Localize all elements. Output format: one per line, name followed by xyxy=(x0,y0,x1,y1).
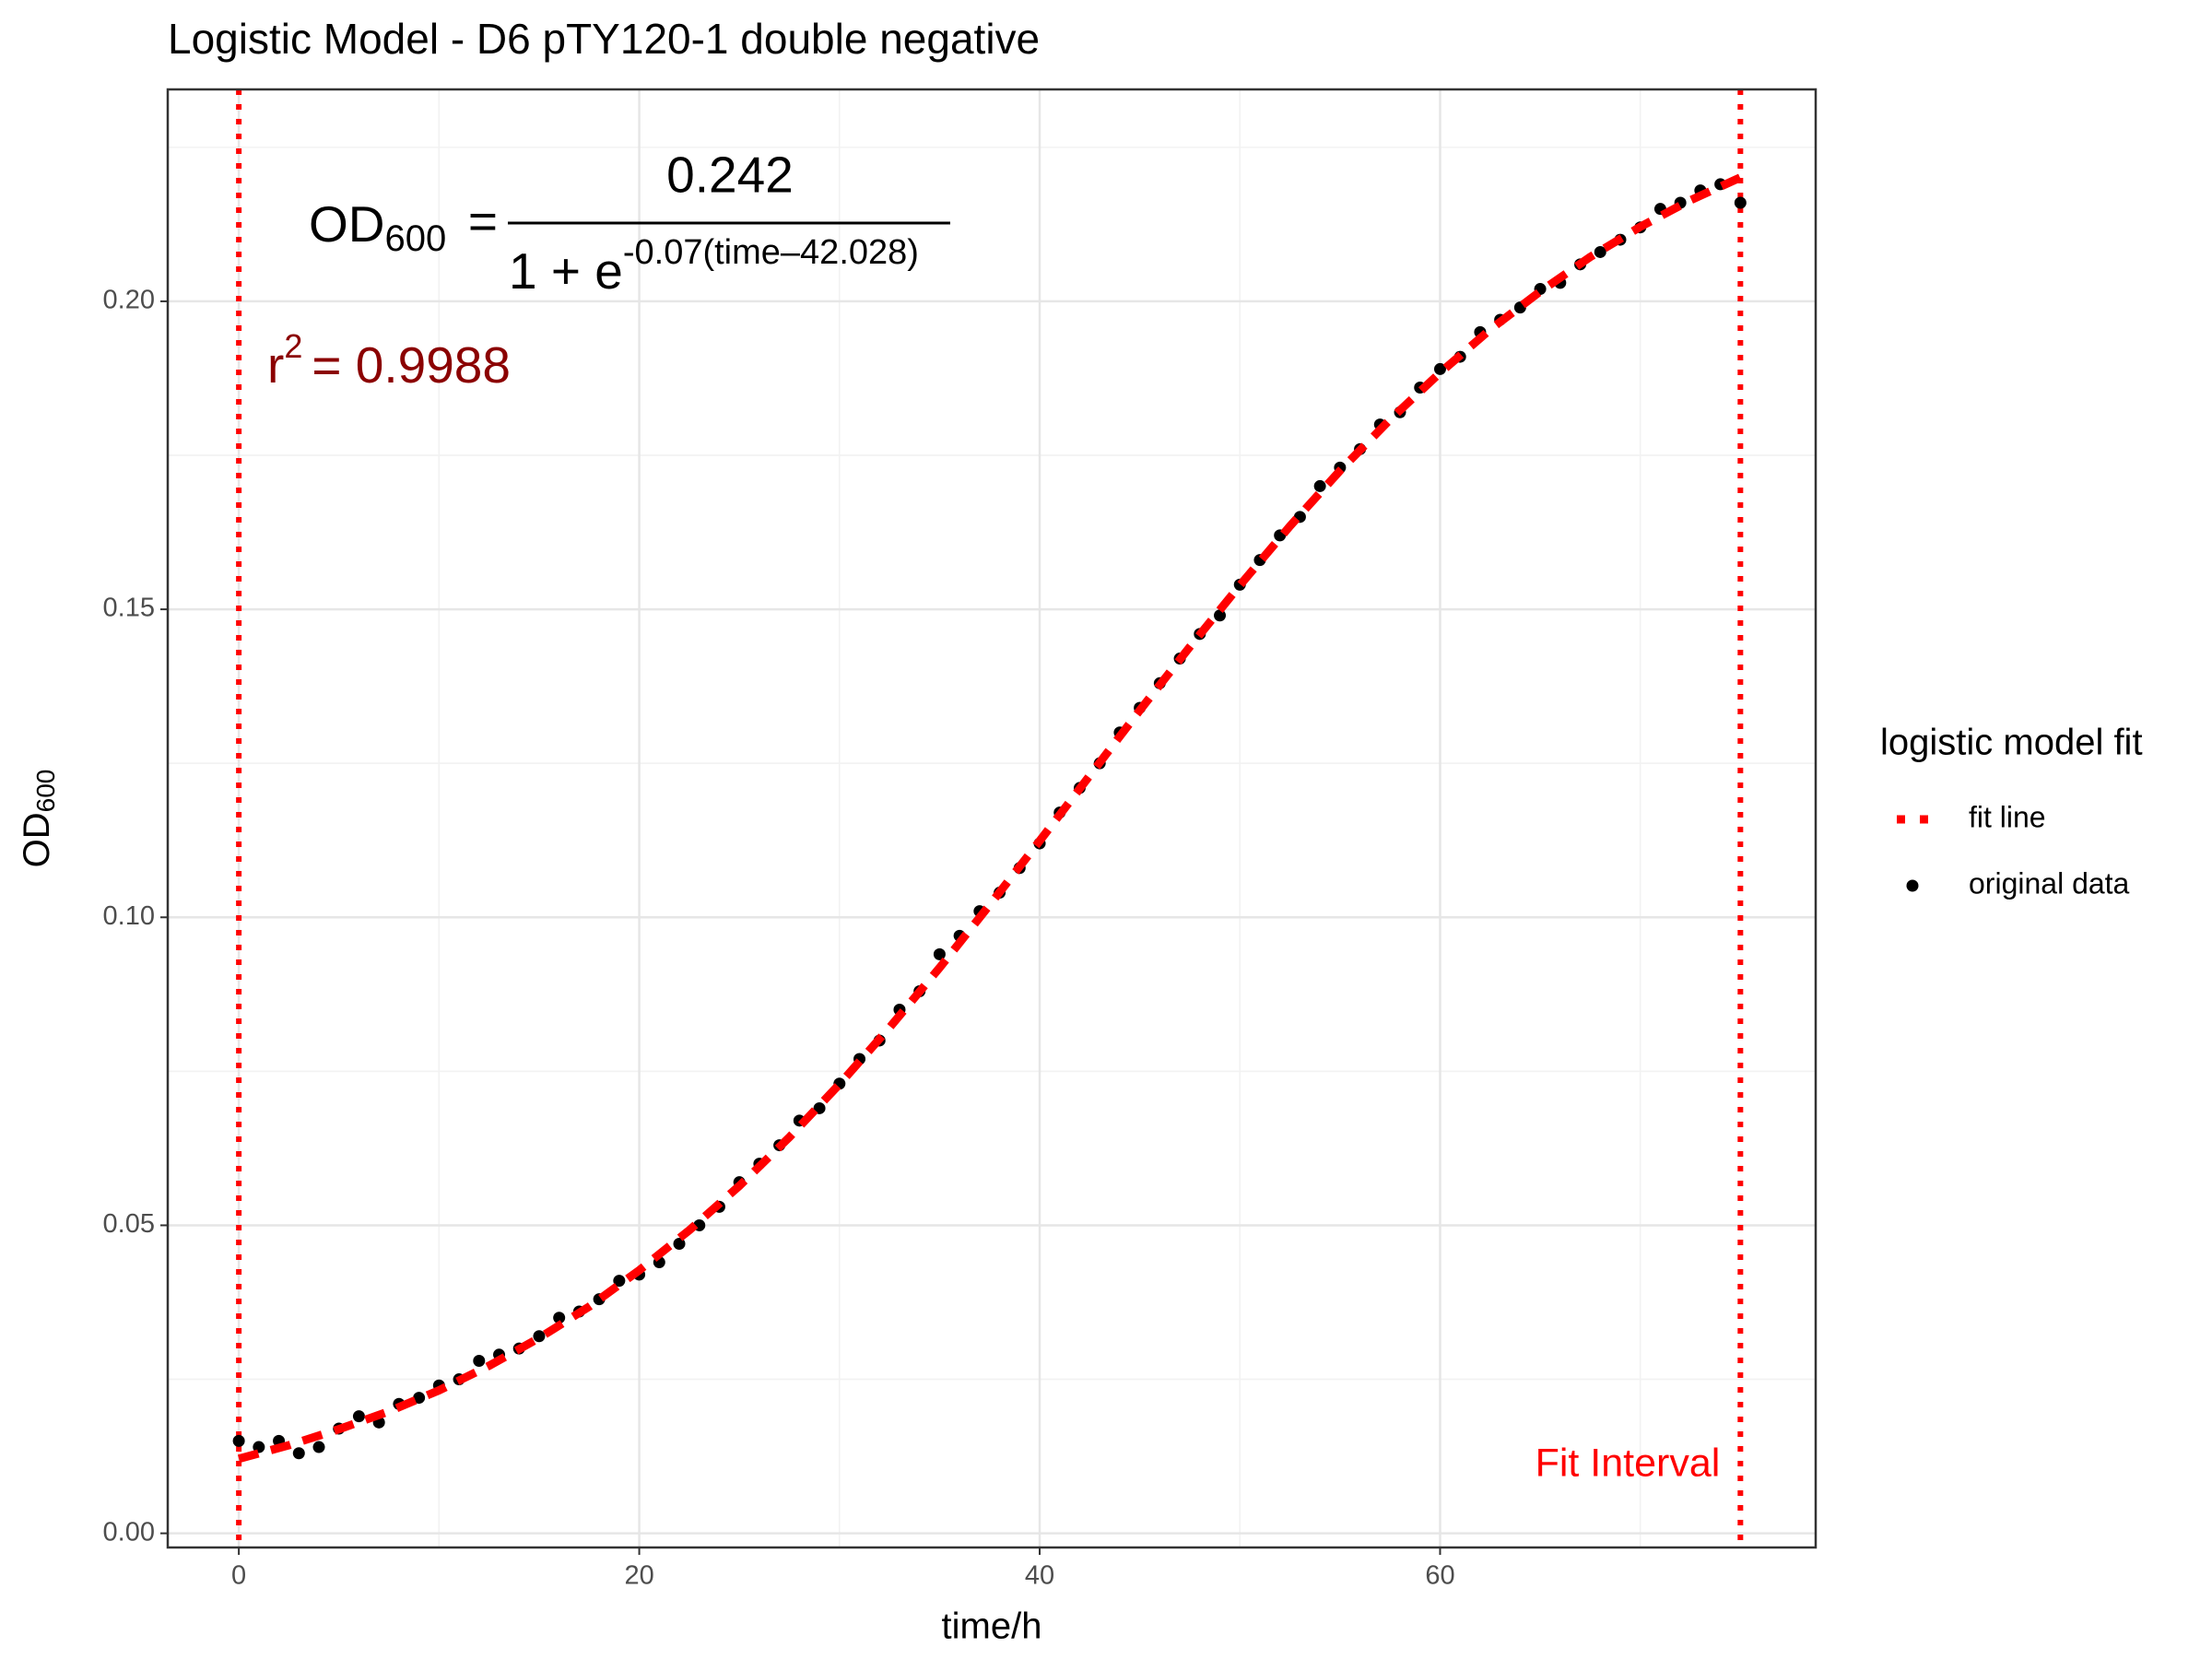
fit-interval-label: Fit Interval xyxy=(1535,1441,1721,1485)
chart-title: Logistic Model - D6 pTY120-1 double nega… xyxy=(168,15,1040,63)
y-tick-label: 0.05 xyxy=(103,1209,155,1239)
legend-label: original data xyxy=(1969,866,2130,900)
equation-denominator-base: 1 + e xyxy=(509,242,623,300)
data-point xyxy=(473,1354,486,1367)
equation-lhs-sub: 600 xyxy=(385,218,447,259)
x-tick-label: 0 xyxy=(231,1561,246,1591)
x-axis-title: time/h xyxy=(942,1606,1042,1647)
r-power: 2 xyxy=(284,327,302,365)
equation-exponent: -0.07(time–42.028) xyxy=(623,233,919,272)
data-point xyxy=(1734,196,1747,209)
y-axis-title-sub: 600 xyxy=(31,770,60,813)
y-tick-label: 0.15 xyxy=(103,594,155,623)
y-tick-label: 0.10 xyxy=(103,901,155,931)
x-tick-label: 40 xyxy=(1025,1561,1054,1591)
y-axis-title: OD600 xyxy=(17,770,61,868)
r-symbol: r xyxy=(267,336,284,394)
data-point xyxy=(813,1101,826,1114)
equation: OD600 = 0.242 1 + e-0.07(time–42.028) xyxy=(309,147,950,300)
y-axis-title-main: OD xyxy=(17,812,57,867)
plot-area: Fit Interval xyxy=(168,89,1816,1547)
data-point xyxy=(933,947,946,960)
data-point xyxy=(292,1447,305,1460)
legend: logistic model fit fit line original data xyxy=(1880,723,2143,900)
data-point xyxy=(553,1312,566,1324)
y-tick-label: 0.20 xyxy=(103,286,155,315)
legend-label: fit line xyxy=(1969,800,2046,833)
equation-lhs: OD600 xyxy=(309,195,446,259)
data-point xyxy=(413,1392,426,1405)
x-tick-label: 20 xyxy=(624,1561,653,1591)
data-point xyxy=(352,1410,365,1423)
data-point xyxy=(1313,479,1326,492)
panel-border xyxy=(166,88,1818,1549)
data-point xyxy=(613,1275,626,1288)
r-value: = 0.9988 xyxy=(312,336,511,394)
r-squared: r2 = 0.9988 xyxy=(267,327,511,394)
data-point xyxy=(533,1330,546,1343)
y-tick-label: 0.00 xyxy=(103,1517,155,1547)
fit-line xyxy=(237,173,1743,1464)
data-point xyxy=(1433,362,1446,375)
equation-denominator: 1 + e-0.07(time–42.028) xyxy=(509,233,919,300)
data-point xyxy=(1594,245,1606,258)
data-point xyxy=(232,1434,245,1447)
equation-equals: = xyxy=(468,193,498,250)
legend-title: logistic model fit xyxy=(1880,723,2143,763)
equation-numerator: 0.242 xyxy=(666,147,794,204)
equation-lhs-main: OD xyxy=(309,195,385,253)
x-tick-label: 60 xyxy=(1425,1561,1454,1591)
panel xyxy=(168,89,1816,1547)
data-point xyxy=(312,1441,325,1453)
legend-key-point xyxy=(1906,879,1919,892)
